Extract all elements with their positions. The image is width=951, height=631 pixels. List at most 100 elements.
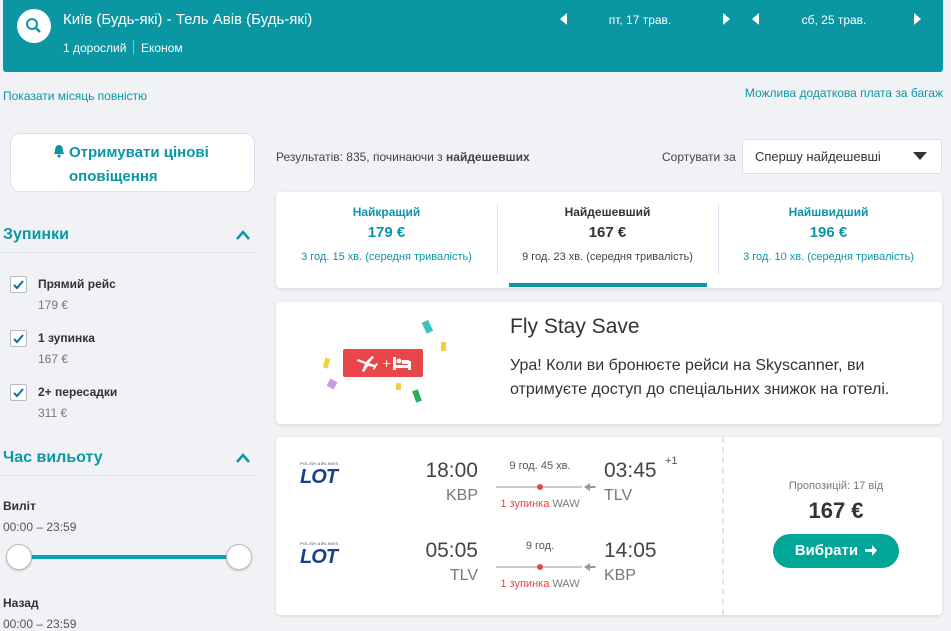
filter-label: Виліт [3, 499, 36, 513]
filter-price: 311 € [38, 406, 68, 420]
tab-label[interactable]: Найшвидший [788, 205, 869, 219]
promo-graphic: + [322, 319, 446, 403]
day-offset: +1 [665, 455, 678, 467]
collapse-icon[interactable] [235, 452, 251, 464]
flight-card[interactable]: Пропозицій: 17 від 167 € Вибрати POLISH … [276, 437, 942, 615]
dropdown-icon [913, 152, 927, 160]
route-line [496, 483, 596, 491]
check-mark [13, 334, 24, 344]
return-date[interactable]: сб, 25 трав. [801, 13, 867, 27]
sort-select[interactable]: Спершу найдешевші [742, 139, 942, 174]
duration: 9 год. 45 хв. [509, 460, 571, 472]
select-label: Вибрати [794, 542, 859, 559]
bell-icon [54, 145, 64, 158]
divider [133, 40, 134, 54]
airline-subname: POLISH AIRLINES [300, 541, 339, 546]
arrow-icon [865, 545, 878, 556]
tab-duration: 9 год. 23 хв. (середня тривалість) [522, 251, 693, 263]
stops-info: 1 зупинка WAW [490, 498, 590, 510]
svg-text:+: + [382, 357, 391, 370]
collapse-icon[interactable] [235, 229, 251, 241]
divider [718, 204, 719, 274]
divider [0, 252, 255, 253]
depart-airport: TLV [449, 567, 478, 584]
stop-airport: WAW [552, 578, 580, 590]
flight-price: 167 € [808, 498, 864, 523]
slider-handle[interactable] [6, 544, 32, 570]
search-header: Київ (Будь-які) - Тель Авів (Будь-які) 1… [3, 0, 943, 72]
next-date[interactable] [723, 13, 730, 25]
duration: 9 год. [525, 540, 555, 552]
tab-label[interactable]: Найкращий [352, 205, 421, 219]
tab-price: 167 € [588, 224, 627, 241]
filter-price: 179 € [38, 298, 69, 312]
checkbox[interactable] [10, 330, 27, 347]
tab-price: 196 € [809, 224, 848, 241]
depart-airport: KBP [445, 487, 478, 504]
tab-duration: 3 год. 15 хв. (середня тривалість) [301, 251, 472, 263]
filter-label[interactable]: Прямий рейс [38, 277, 116, 291]
sort-tabs: Найкращий 179 € 3 год. 15 хв. (середня три… [276, 192, 942, 288]
stops-count: 1 зупинка [500, 498, 550, 510]
next-date[interactable] [914, 13, 921, 25]
depart-time: 18:00 [425, 459, 478, 482]
offers-count: Пропозицій: 17 від [788, 480, 884, 492]
select-button[interactable]: Вибрати [773, 534, 899, 568]
passengers[interactable]: 1 дорослий [63, 41, 127, 55]
time-range: 00:00 – 23:59 [3, 617, 77, 631]
divider [497, 204, 498, 274]
depart-date[interactable]: пт, 17 трав. [608, 13, 672, 27]
airline-logo: POLISH AIRLINES LOT [298, 461, 348, 488]
active-tab-indicator [509, 283, 707, 287]
arrive-time: 03:45 [604, 459, 657, 482]
promo-card[interactable]: + Fly Stay Save Ура! Коли ви бронюєте ре… [276, 302, 942, 424]
tab-price: 179 € [367, 224, 406, 241]
slider-track [19, 555, 239, 559]
price-alert-text: Отримувати цінові оповіщення [69, 144, 209, 185]
filter-label[interactable]: 2+ пересадки [38, 385, 118, 399]
prev-date[interactable] [752, 13, 759, 25]
airline-logo: POLISH AIRLINES LOT [298, 541, 348, 568]
price-alert-button[interactable]: Отримувати цінові оповіщення [10, 133, 255, 192]
arrive-time: 14:05 [604, 539, 657, 562]
tab-duration: 3 год. 10 хв. (середня тривалість) [743, 251, 914, 263]
time-range: 00:00 – 23:59 [3, 520, 77, 534]
slider-handle[interactable] [226, 544, 252, 570]
route-line [496, 563, 596, 571]
results-order: найдешевших [446, 150, 530, 164]
airline-name: LOT [300, 546, 338, 568]
airline-subname: POLISH AIRLINES [300, 461, 339, 466]
arrive-airport: KBP [604, 567, 637, 584]
section-title[interactable]: Час вильоту [3, 449, 103, 466]
results-summary: Результатів: 835, починаючи з найдешевши… [276, 150, 530, 164]
baggage-link[interactable]: Можлива додаткова плата за багаж [744, 86, 943, 100]
sort-label: Сортувати за [662, 150, 736, 164]
results-count: Результатів: 835, починаючи з [276, 150, 443, 164]
sort-value: Спершу найдешевші [755, 149, 881, 164]
airline-name: LOT [300, 466, 338, 488]
search-icon[interactable] [16, 8, 52, 44]
stops-count: 1 зупинка [500, 578, 550, 590]
cabin-class[interactable]: Економ [141, 41, 183, 55]
promo-title: Fly Stay Save [510, 315, 640, 338]
prev-date[interactable] [560, 13, 567, 25]
arrive-airport: TLV [604, 487, 633, 504]
section-title[interactable]: Зупинки [3, 226, 69, 243]
tab-label[interactable]: Найдешевший [564, 205, 651, 219]
check-mark [13, 280, 24, 290]
month-link[interactable]: Показати місяць повністю [3, 89, 148, 103]
route[interactable]: Київ (Будь-які) - Тель Авів (Будь-які) [63, 11, 313, 28]
check-mark [13, 388, 24, 398]
divider [0, 475, 255, 476]
filter-price: 167 € [38, 352, 69, 366]
depart-time: 05:05 [425, 539, 478, 562]
filter-label[interactable]: 1 зупинка [38, 331, 95, 345]
stop-airport: WAW [552, 498, 580, 510]
filter-label: Назад [3, 596, 39, 610]
promo-text: Ура! Коли ви бронюєте рейси на Skyscanne… [510, 357, 890, 398]
stops-info: 1 зупинка WAW [490, 578, 590, 590]
checkbox[interactable] [10, 276, 27, 293]
checkbox[interactable] [10, 384, 27, 401]
divider [722, 437, 724, 615]
